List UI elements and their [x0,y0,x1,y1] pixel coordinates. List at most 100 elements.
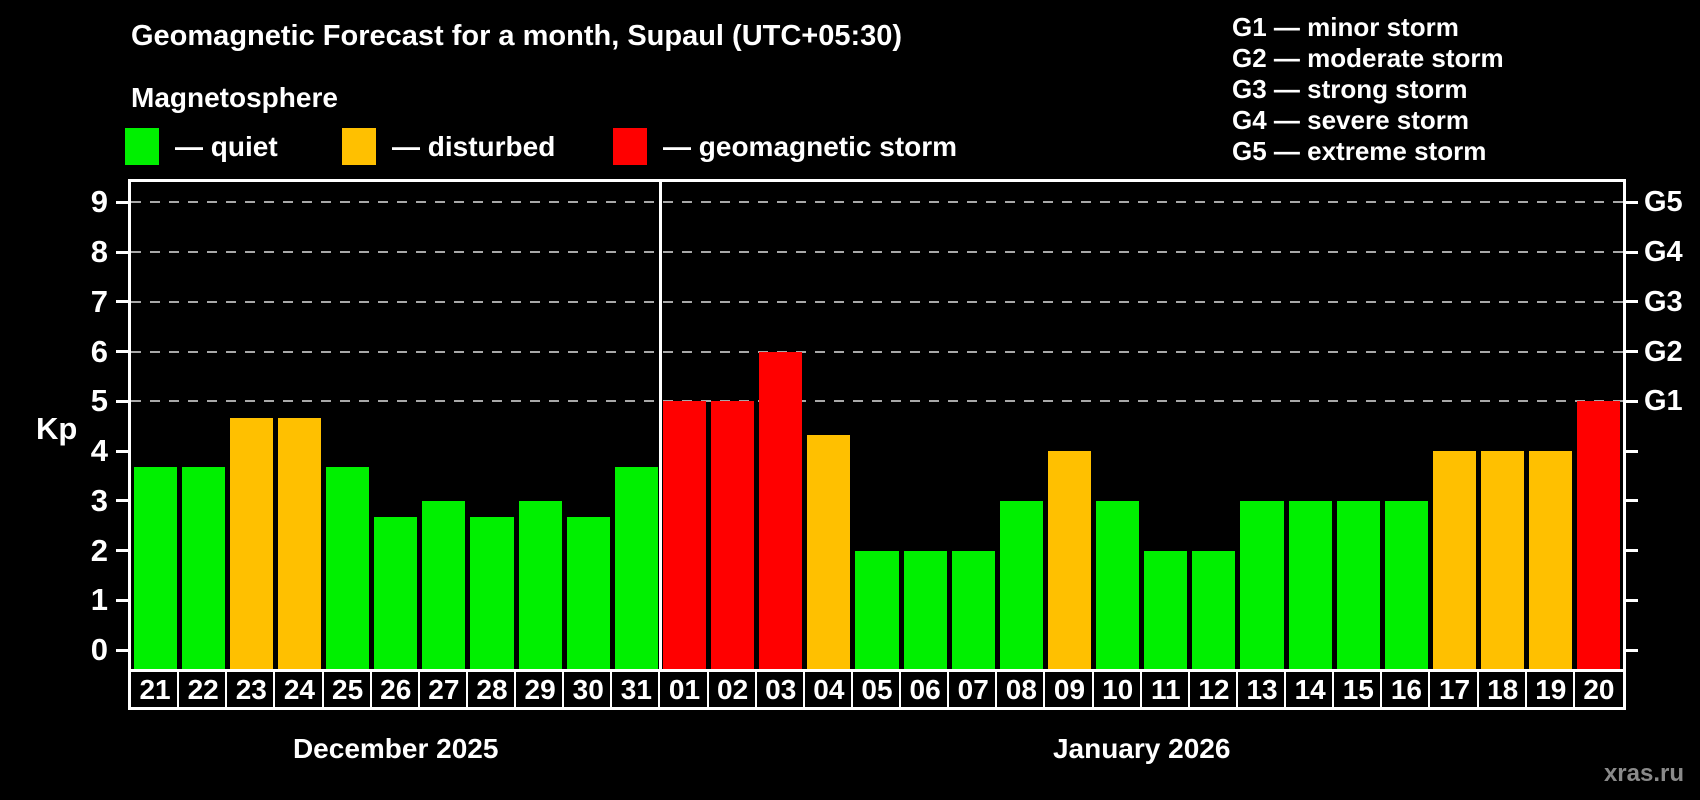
g-tick-label-g5: G5 [1644,186,1683,219]
date-cell-23: 23 [225,672,275,707]
y-tick-label-7: 7 [90,283,108,319]
date-cell-15: 15 [1332,672,1382,707]
date-cell-21: 21 [139,673,171,705]
y-tick-label-8: 8 [90,234,108,269]
left-tick-9 [116,200,128,204]
bar-02 [711,401,755,669]
bar-04 [807,434,851,669]
gridline-kp9 [131,201,1623,204]
plot-border-right [1623,179,1626,710]
storm-color-swatch [613,128,647,165]
bar-25 [326,467,370,669]
quiet-color-swatch [125,128,159,165]
left-tick-8 [116,250,128,254]
date-cell-18: 18 [1476,672,1527,707]
bar-01 [662,401,707,669]
g-legend-line-g1: G1 — minor storm [1232,12,1459,42]
x-axis-date-row: 21 22 23 24 25 26 27 28 29 30 31 01 02 03 04 05 06 07 08 09… [128,669,1626,710]
g-tick-label-g2: G2 [1644,335,1683,368]
date-cell-19: 19 [1524,672,1575,707]
date-cell-16: 16 [1380,672,1430,707]
bar-30 [566,517,610,669]
bar-03 [759,351,803,669]
bar-19 [1529,451,1573,669]
bar-28 [470,517,514,669]
date-cell-09: 09 [1043,672,1093,707]
bar-22 [181,467,225,669]
date-cell-01: 01 [658,672,708,707]
left-tick-6 [116,350,128,353]
right-tick-1 [1626,598,1638,602]
right-tick-5 [1626,399,1638,403]
date-cell-22: 22 [177,672,227,707]
bar-17 [1432,451,1477,669]
bar-12 [1192,550,1236,669]
date-cell-31: 31 [610,672,660,707]
month-separator-line [658,182,662,669]
bar-29 [518,500,562,669]
g-legend-line-g5: G5 — extreme storm [1232,136,1487,166]
left-tick-2 [116,549,128,552]
date-cell-30: 30 [562,672,612,707]
date-cell-20: 20 [1572,672,1623,707]
bar-20 [1577,401,1621,669]
right-tick-3 [1626,499,1638,503]
chart-subtitle: Magnetosphere [131,82,338,113]
y-tick-label-2: 2 [90,532,108,568]
g-scale-legend: G1 — minor storm G2 — moderate storm G3 … [1232,12,1504,167]
legend-item-disturbed: — disturbed [342,128,555,165]
chart-title: Geomagnetic Forecast for a month, Supaul… [131,20,903,52]
y-tick-label-5: 5 [90,383,108,419]
date-cell-07: 07 [947,672,997,707]
date-cell-03: 03 [754,672,805,707]
bar-10 [1096,500,1140,669]
date-cell-17: 17 [1428,672,1478,707]
right-tick-9 [1626,200,1638,204]
right-tick-2 [1626,549,1638,552]
plot-area [131,182,1623,669]
date-cell-28: 28 [465,672,516,707]
bar-27 [422,500,466,669]
month-label-december: December 2025 [292,733,499,764]
date-cell-10: 10 [1091,672,1142,707]
bar-11 [1144,550,1188,669]
gridline-kp8 [131,251,1623,253]
bar-13 [1240,500,1284,669]
g-legend-line-g3: G3 — strong storm [1232,74,1468,104]
g-tick-label-g1: G1 [1644,385,1683,418]
watermark: xras.ru [1603,760,1684,787]
bar-16 [1384,500,1428,669]
y-tick-label-3: 3 [90,482,108,518]
date-cell-02: 02 [706,672,757,707]
date-cell-27: 27 [417,672,468,707]
left-tick-7 [116,300,128,304]
gridline-kp7 [131,300,1623,303]
g-legend-line-g4: G4 — severe storm [1232,105,1470,135]
right-tick-7 [1626,300,1638,304]
y-tick-label-6: 6 [90,333,108,369]
bar-24 [277,417,321,669]
left-tick-5 [116,399,128,403]
left-tick-4 [116,449,128,453]
bar-31 [614,467,658,669]
bar-06 [903,550,947,669]
plot-border-top [128,179,1626,182]
legend-item-storm: — geomagnetic storm [613,128,957,165]
date-cell-29: 29 [514,672,564,707]
month-label-january: January 2026 [1052,733,1231,764]
g-legend-line-g2: G2 — moderate storm [1232,43,1504,73]
date-cell-14: 14 [1284,672,1334,707]
bar-07 [951,550,995,669]
date-cell-06: 06 [899,672,949,707]
date-cell-04: 04 [802,672,853,707]
gridline-kp5 [131,400,1623,403]
legend-label-storm: — geomagnetic storm [663,130,958,162]
bar-23 [229,417,273,669]
date-cell-08: 08 [995,672,1045,707]
bar-14 [1288,500,1332,669]
right-tick-8 [1626,250,1638,254]
y-tick-label-1: 1 [90,582,108,618]
left-tick-0 [116,648,128,652]
bar-15 [1336,500,1380,669]
